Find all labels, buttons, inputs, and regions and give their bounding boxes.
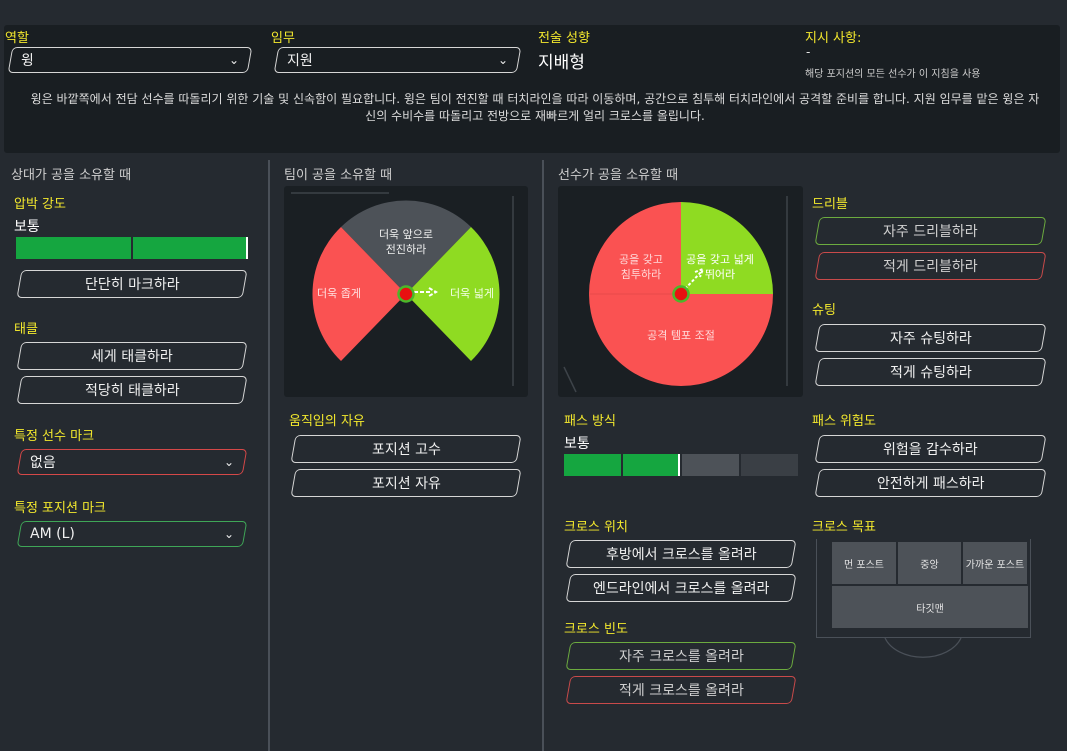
movement-wheel[interactable]: 더욱 앞으로 전진하라 더욱 좁게 더욱 넓게 (284, 186, 528, 397)
wheel-left-label: 더욱 좁게 (317, 287, 361, 300)
role-info-panel (4, 25, 1060, 153)
slider-segment[interactable] (623, 454, 680, 476)
out-of-possession-title: 상대가 공을 소유할 때 (11, 168, 132, 183)
mark-tightly-button[interactable]: 단단히 마크하라 (16, 270, 248, 298)
risk-more-button[interactable]: 위험을 감수하라 (814, 435, 1047, 463)
target-near-post[interactable]: 가까운 포스트 (963, 542, 1027, 584)
dribble-less-button[interactable]: 적게 드리블하라 (814, 252, 1047, 280)
slider-segment[interactable] (741, 454, 798, 476)
mark-position-select[interactable]: AM (L) ⌄ (16, 521, 248, 547)
duty-label: 임무 (271, 31, 295, 46)
mark-player-select[interactable]: 없음 ⌄ (16, 449, 248, 475)
pie-right-label-1: 공을 갖고 넓게 (686, 253, 754, 266)
penalty-arc (884, 638, 962, 658)
slider-segment[interactable] (16, 237, 131, 259)
mentality-value: 지배형 (538, 53, 585, 73)
target-man[interactable]: 타깃맨 (832, 586, 1028, 628)
in-possession-title: 팀이 공을 소유할 때 (284, 168, 393, 183)
cross-deep-button[interactable]: 후방에서 크로스를 올려라 (565, 540, 797, 568)
role-value: 윙 (21, 53, 34, 69)
duty-select[interactable]: 지원 ⌄ (273, 47, 522, 73)
pie-bottom-label: 공격 템포 조절 (647, 329, 715, 342)
column-divider (542, 160, 544, 751)
role-select[interactable]: 윙 ⌄ (7, 47, 253, 73)
cross-less-button[interactable]: 적게 크로스를 올려라 (565, 676, 797, 704)
player-marker (672, 285, 690, 303)
mark-player-label: 특정 선수 마크 (14, 429, 95, 444)
shoot-less-button[interactable]: 적게 슈팅하라 (814, 358, 1047, 386)
player-possession-title: 선수가 공을 소유할 때 (558, 168, 679, 183)
mark-position-label: 특정 포지션 마크 (14, 501, 106, 516)
tackle-harder-button[interactable]: 세게 태클하라 (16, 342, 248, 370)
arrow-right-icon (414, 287, 439, 297)
top-bar (0, 0, 1067, 24)
arrow-diagonal-icon (684, 267, 705, 290)
instructions-note: 해당 포지션의 모든 선수가 이 지침을 사용 (805, 69, 981, 80)
slider-segment[interactable] (133, 237, 248, 259)
cross-byline-button[interactable]: 엔드라인에서 크로스를 올려라 (565, 574, 797, 602)
cross-target-label: 크로스 목표 (812, 520, 876, 535)
cross-frequency-label: 크로스 빈도 (564, 622, 628, 637)
pass-risk-label: 패스 위험도 (812, 414, 876, 429)
shoot-more-button[interactable]: 자주 슈팅하라 (814, 324, 1047, 352)
cross-more-button[interactable]: 자주 크로스를 올려라 (565, 642, 797, 670)
chevron-down-icon: ⌄ (223, 455, 234, 469)
cross-from-label: 크로스 위치 (564, 520, 628, 535)
wheel-right-label: 더욱 넓게 (450, 287, 494, 300)
wheel-top-label-2: 전진하라 (386, 242, 426, 256)
shooting-label: 슈팅 (812, 303, 836, 318)
freedom-label: 움직임의 자유 (289, 414, 365, 429)
column-divider (268, 160, 270, 751)
pie-left-label-1: 공을 갖고 (619, 253, 663, 266)
role-label: 역할 (5, 31, 29, 46)
passing-label: 패스 방식 (564, 414, 616, 429)
pressing-label: 압박 강도 (14, 197, 66, 212)
dribble-label: 드리블 (812, 197, 848, 212)
target-far-post[interactable]: 먼 포스트 (832, 542, 896, 584)
hold-position-button[interactable]: 포지션 고수 (290, 435, 522, 463)
pressing-slider[interactable] (16, 237, 248, 259)
ball-pie[interactable]: 공을 갖고 침투하라 공을 갖고 넓게 뛰어라 공격 템포 조절 (558, 186, 803, 397)
ball-pie-panel: 공을 갖고 침투하라 공을 갖고 넓게 뛰어라 공격 템포 조절 (558, 186, 803, 397)
wheel-sector-wide[interactable] (406, 227, 500, 361)
instructions-dash: - (806, 45, 811, 59)
dribble-more-button[interactable]: 자주 드리블하라 (814, 217, 1047, 245)
pie-left-label-2: 침투하라 (621, 267, 661, 281)
duty-value: 지원 (287, 53, 313, 69)
target-centre[interactable]: 중앙 (898, 542, 961, 584)
movement-wheel-panel: 더욱 앞으로 전진하라 더욱 좁게 더욱 넓게 (284, 186, 528, 397)
tackling-label: 태클 (14, 322, 38, 337)
passing-slider[interactable] (564, 454, 798, 476)
pie-sector-wide[interactable] (681, 202, 773, 294)
instructions-label: 지시 사항: (805, 31, 862, 46)
slider-segment[interactable] (682, 454, 739, 476)
wheel-top-label-1: 더욱 앞으로 (379, 228, 433, 241)
chevron-down-icon: ⌄ (223, 527, 234, 541)
roam-button[interactable]: 포지션 자유 (290, 469, 522, 497)
player-marker (397, 285, 415, 303)
cross-target-pitch: 먼 포스트 중앙 가까운 포스트 타깃맨 (816, 539, 1031, 638)
wheel-sector-narrow[interactable] (312, 227, 406, 361)
pressing-value: 보통 (14, 219, 40, 235)
passing-value: 보통 (564, 436, 590, 452)
chevron-down-icon: ⌄ (497, 53, 508, 67)
mark-player-value: 없음 (30, 455, 56, 471)
chevron-down-icon: ⌄ (228, 53, 239, 67)
slider-segment[interactable] (564, 454, 621, 476)
risk-less-button[interactable]: 안전하게 패스하라 (814, 469, 1047, 497)
pie-right-label-2: 뛰어라 (705, 268, 735, 281)
mark-position-value: AM (L) (30, 526, 75, 542)
mentality-label: 전술 성향 (538, 31, 590, 46)
role-description: 윙은 바깥쪽에서 전담 선수를 따돌리기 위한 기술 및 신속함이 필요합니다.… (30, 92, 1040, 123)
tackle-moderate-button[interactable]: 적당히 태클하라 (16, 376, 248, 404)
wheel-sector-forward[interactable] (341, 200, 471, 294)
